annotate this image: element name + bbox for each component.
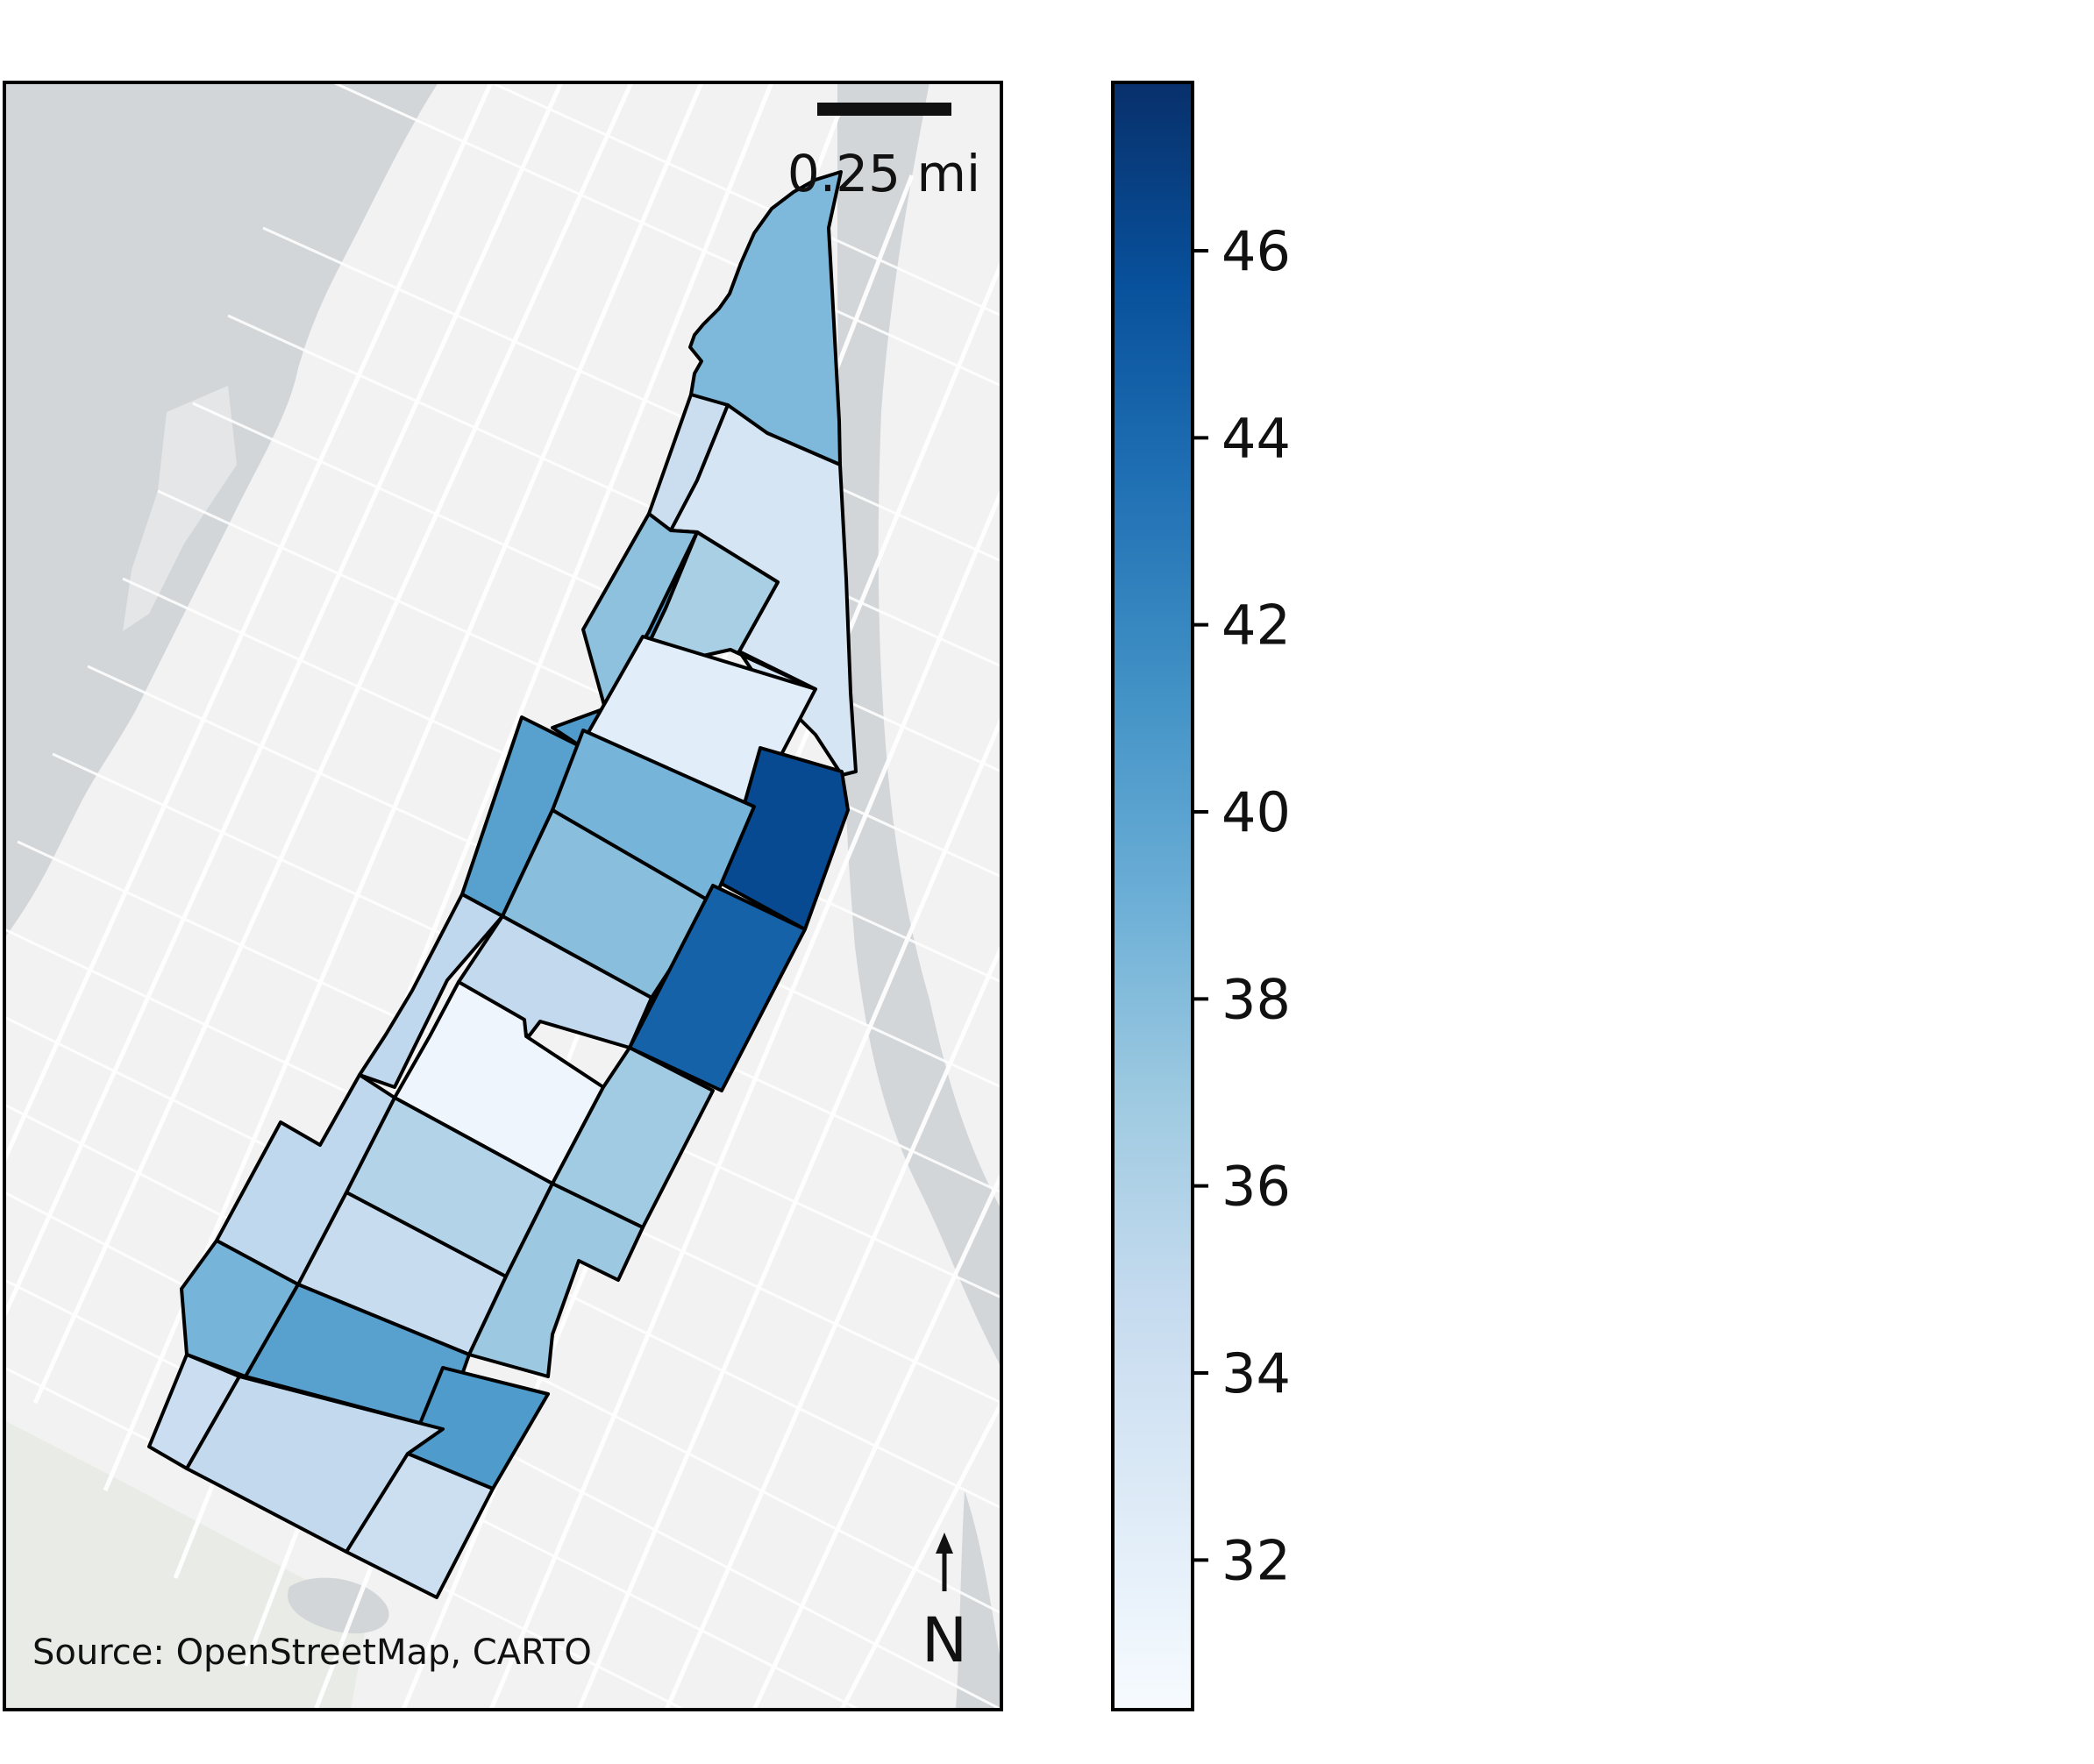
colorbar-tick-label-38: 38 [1222, 967, 1291, 1031]
colorbar-tick-label-40: 40 [1222, 780, 1291, 844]
colorbar: 32 34 36 38 40 42 44 46 [1111, 81, 1291, 1711]
island-edge [956, 1490, 1001, 1710]
region-north-tip[interactable] [688, 170, 843, 466]
north-label: N [922, 1604, 967, 1676]
harlem-river [837, 82, 1001, 1368]
map-frame [3, 81, 1003, 1711]
map-attribution: Source: OpenStreetMap, CARTO [32, 1632, 592, 1673]
colorbar-tick-label-32: 32 [1222, 1528, 1291, 1592]
colorbar-frame [1111, 81, 1194, 1711]
colorbar-tick-label-46: 46 [1222, 219, 1291, 283]
region-block-s-east[interactable] [467, 1182, 645, 1378]
north-arrow-head-icon [936, 1533, 953, 1554]
choropleth-regions [147, 170, 858, 1599]
hudson-river [4, 82, 438, 938]
scale-bar-label: 0.25 mi [787, 144, 980, 203]
region-block-dark-e[interactable] [628, 884, 807, 1092]
colorbar-ticks: 32 34 36 38 40 42 44 46 [1193, 219, 1291, 1592]
colorbar-ramp [1113, 82, 1193, 1710]
north-arrow: N [922, 1533, 967, 1676]
central-park [4, 1420, 368, 1710]
hudson-piers [123, 386, 237, 631]
scale-bar-line [817, 103, 951, 116]
region-block-south-c[interactable] [345, 1452, 495, 1599]
colorbar-tick-label-44: 44 [1222, 406, 1291, 470]
map-panel: 0.25 mi N Source: OpenStreetMap, CARTO [4, 82, 1001, 1710]
colorbar-tick-label-36: 36 [1222, 1155, 1291, 1219]
colorbar-tick-label-42: 42 [1222, 594, 1291, 658]
colorbar-tick-label-34: 34 [1222, 1341, 1291, 1405]
scale-bar: 0.25 mi [787, 103, 980, 203]
